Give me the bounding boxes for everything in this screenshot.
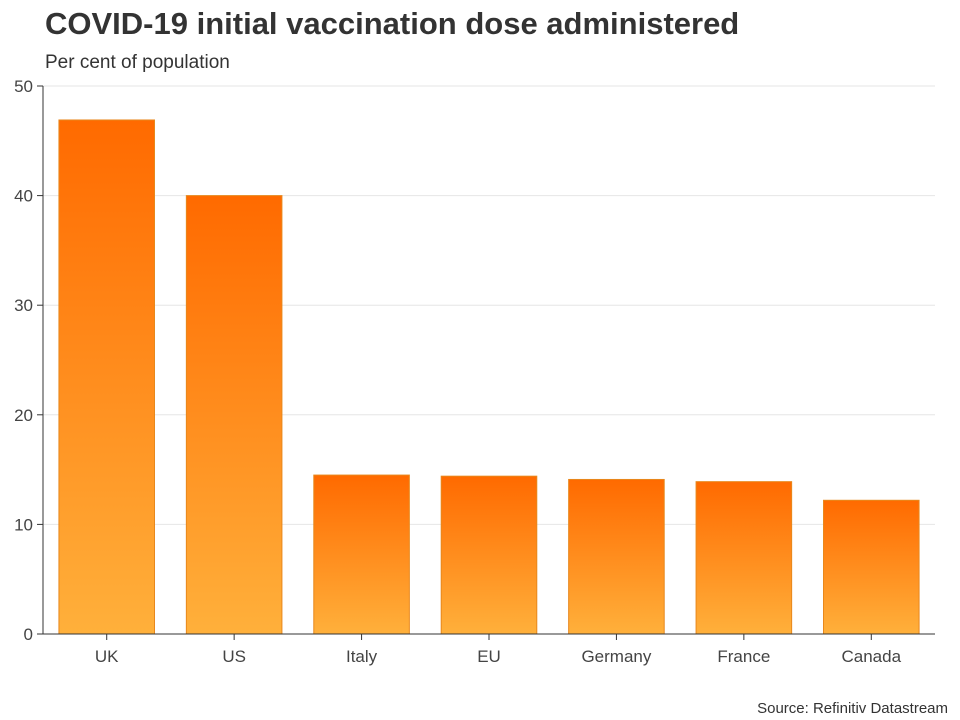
- bar-uk: [58, 119, 155, 635]
- x-tick-label-canada: Canada: [842, 647, 902, 666]
- tick-labels: 0 10 20 30 40 50 UK US Italy EU Germany France Canad…: [14, 77, 902, 666]
- x-tick-label-germany: Germany: [581, 647, 651, 666]
- source-note: Source: Refinitiv Datastream: [757, 700, 948, 717]
- chart-title: COVID-19 initial vaccination dose admini…: [45, 6, 740, 41]
- bar-italy: [313, 474, 410, 635]
- y-tick-label-50: 50: [14, 77, 33, 96]
- y-tick-label-0: 0: [24, 625, 33, 644]
- chart-subtitle: Per cent of population: [45, 52, 230, 73]
- bar-us: [185, 195, 283, 635]
- y-tick-label-10: 10: [14, 515, 33, 534]
- bar-eu: [440, 475, 538, 635]
- x-tick-label-eu: EU: [477, 647, 501, 666]
- y-tick-label-20: 20: [14, 406, 33, 425]
- x-tick-label-uk: UK: [95, 647, 119, 666]
- y-tick-label-30: 30: [14, 296, 33, 315]
- bar-france: [695, 481, 793, 635]
- bar-germany: [568, 478, 665, 635]
- x-tick-label-italy: Italy: [346, 647, 378, 666]
- axes: [37, 85, 935, 640]
- bar-canada: [823, 499, 920, 635]
- bars: [58, 119, 920, 635]
- x-tick-label-us: US: [222, 647, 246, 666]
- x-tick-label-france: France: [717, 647, 770, 666]
- y-tick-label-40: 40: [14, 187, 33, 206]
- gridlines: [43, 85, 935, 525]
